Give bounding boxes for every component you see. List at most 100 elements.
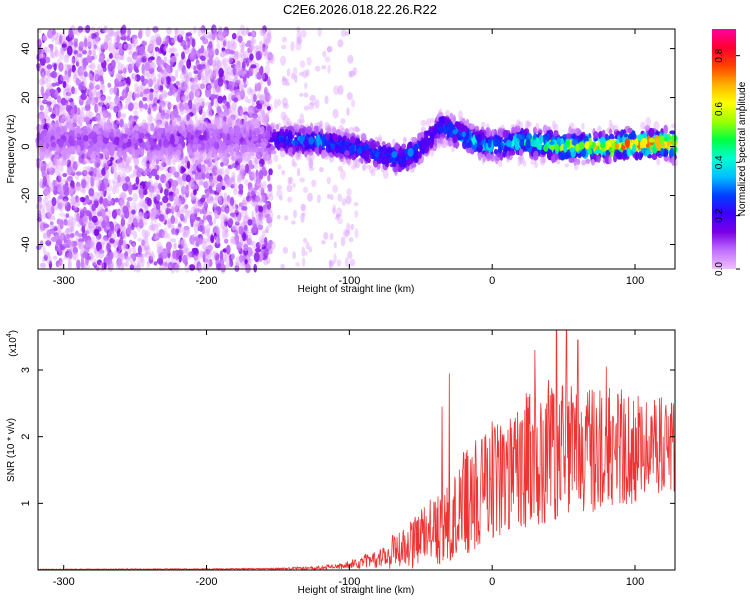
spectrogram-cell — [139, 211, 143, 221]
spectrogram-cell — [430, 148, 434, 157]
spectrogram-cell — [69, 195, 76, 206]
spectrogram-cell — [68, 219, 74, 226]
spectrogram-cell — [179, 107, 185, 116]
spectrogram-cell — [663, 124, 669, 134]
spectrogram-cell — [111, 179, 116, 184]
spectrogram-cell — [201, 240, 208, 251]
spectrogram-cell — [194, 89, 200, 98]
spectrogram-cell — [144, 61, 151, 72]
spectrogram-cell — [137, 211, 143, 216]
spectrogram-cell — [163, 212, 169, 220]
spectrogram-cell — [139, 146, 145, 158]
spectrogram-cell — [68, 166, 74, 176]
spectrogram-cell — [108, 53, 114, 59]
spectrogram-cell — [196, 102, 202, 111]
spectrogram-cell — [58, 251, 62, 256]
spectrogram-cell — [69, 233, 75, 238]
spectrogram-cell — [251, 170, 256, 178]
spectrogram-cell — [136, 262, 142, 269]
spectrogram-cell — [158, 105, 162, 113]
spectrogram-cell — [245, 29, 250, 34]
spectrogram-cell — [180, 157, 186, 163]
spectrogram-cell — [58, 50, 65, 61]
spectrogram-cell — [192, 109, 197, 114]
spectrogram-cell — [119, 237, 124, 246]
spectrogram-cell — [147, 113, 153, 123]
spectrogram-cell — [45, 104, 50, 114]
spectrogram-cell — [77, 241, 84, 250]
spectrogram-cell — [208, 195, 214, 205]
spectrogram-cell — [125, 86, 130, 93]
spectrogram-cell — [241, 44, 245, 50]
spectrogram-cell — [195, 216, 201, 221]
spectrogram-cell — [39, 223, 44, 233]
spectrogram-cell — [82, 44, 87, 51]
spectrogram-cell — [225, 207, 229, 215]
spectrogram-cell — [99, 196, 104, 205]
spectrogram-cell — [150, 35, 156, 45]
spectrogram-cell — [71, 55, 76, 64]
spectrogram-cell — [218, 29, 224, 41]
spectrogram-cell — [91, 116, 98, 122]
spectrogram-cell — [135, 176, 140, 185]
spectrogram-cell — [255, 45, 261, 50]
spectrogram-cell — [117, 165, 122, 170]
spectrogram-cell — [42, 196, 49, 207]
spectrogram-cell — [113, 249, 120, 259]
spectrogram-cell — [238, 168, 245, 175]
spectrogram-cell — [90, 97, 96, 106]
spectrogram-cell — [215, 86, 222, 95]
spectrogram-cell — [51, 82, 57, 87]
spectrogram-cell — [62, 105, 67, 111]
spectrogram-cell — [247, 105, 253, 115]
spectrogram-cell — [242, 73, 247, 84]
spectrogram-cell — [248, 66, 254, 77]
spectrogram-cell — [173, 171, 180, 178]
spectrogram-cell — [66, 64, 72, 70]
spectrogram-cell — [116, 35, 120, 45]
spectrogram-cell — [266, 34, 271, 45]
spectrogram-cell — [190, 84, 195, 94]
spectrogram-cell — [229, 212, 236, 217]
spectrogram-cell — [108, 229, 113, 239]
spectrogram-cell — [94, 103, 99, 114]
spectrogram-cell — [78, 41, 85, 48]
spectrogram-cell — [115, 72, 123, 79]
spectrogram-cell — [67, 70, 71, 78]
spectrogram-cell — [184, 263, 190, 273]
spectrogram-cell — [295, 41, 302, 51]
spectrogram-cell — [210, 98, 214, 107]
spectrogram-cell — [107, 82, 112, 88]
spectrogram-cell — [85, 255, 92, 261]
spectrogram-cell — [75, 79, 82, 85]
spectrogram-cell — [267, 79, 272, 87]
spectrogram-cell — [265, 226, 270, 234]
spectrogram-cell — [38, 111, 45, 120]
spectrogram-cell — [230, 176, 235, 182]
spectrogram-cell — [157, 73, 161, 78]
spectrogram-cell — [212, 26, 217, 37]
spectrogram-cell — [151, 223, 156, 232]
spectrogram-cell — [191, 38, 196, 48]
spectrogram-cell — [184, 210, 191, 219]
spectrogram-cell — [264, 112, 270, 121]
spectrogram-cell — [266, 204, 272, 210]
spectrogram-cell — [84, 100, 90, 107]
spectrogram-cell — [82, 215, 89, 224]
spectrogram-cell — [194, 175, 199, 181]
spectrogram-cell — [56, 238, 62, 245]
spectrogram-cell — [345, 195, 352, 205]
spectrogram-cell — [253, 223, 258, 233]
spectrogram-cell — [171, 180, 179, 188]
spectrogram-cell — [38, 78, 45, 86]
spectrogram-cell — [178, 154, 184, 161]
spectrogram-cell — [222, 99, 227, 105]
spectrogram-cell — [75, 216, 82, 223]
spectrogram-cell — [126, 34, 131, 42]
spectrogram-cell — [58, 62, 64, 72]
spectrogram-cell — [46, 69, 51, 78]
spectrogram-cell — [133, 110, 139, 115]
spectrogram-cell — [256, 103, 263, 110]
spectrogram-cell — [135, 87, 140, 93]
spectrogram-cell — [56, 197, 60, 205]
